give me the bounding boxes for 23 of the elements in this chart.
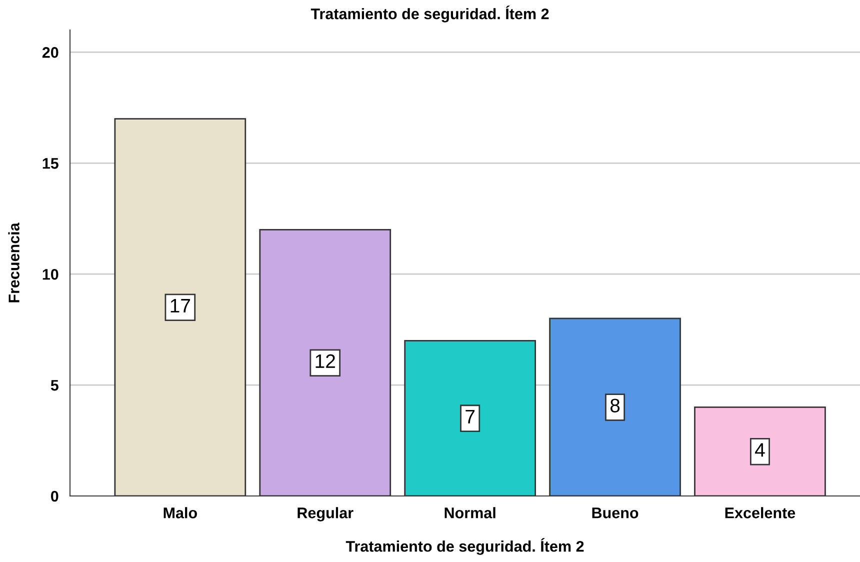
x-tick-label: Bueno (592, 508, 638, 518)
chart-title: Tratamiento de seguridad. Ítem 2 (310, 6, 549, 22)
data-label: 4 (755, 443, 765, 457)
x-tick-label: Malo (164, 507, 197, 518)
y-axis-title: Frecuencia (8, 222, 20, 302)
bar (259, 229, 392, 496)
y-tick-label: 15 (42, 158, 58, 169)
x-tick-label: Excelente (725, 507, 796, 518)
x-axis-title: Tratamiento de seguridad. Ítem 2 (346, 538, 584, 555)
y-tick-label: 0 (50, 490, 58, 502)
x-tick-label: Normal (444, 507, 496, 518)
data-label: 17 (170, 299, 190, 312)
bar (694, 406, 826, 496)
y-tick-label: 10 (42, 268, 58, 280)
y-tick-label: 5 (50, 380, 58, 391)
data-label: 8 (610, 398, 620, 412)
data-label: 12 (316, 354, 335, 368)
data-label: 7 (466, 410, 475, 424)
bar (404, 340, 536, 496)
x-tick-label: Regular (298, 507, 354, 522)
bar (549, 318, 681, 496)
y-tick-label: 20 (42, 47, 58, 58)
bar (114, 118, 246, 496)
